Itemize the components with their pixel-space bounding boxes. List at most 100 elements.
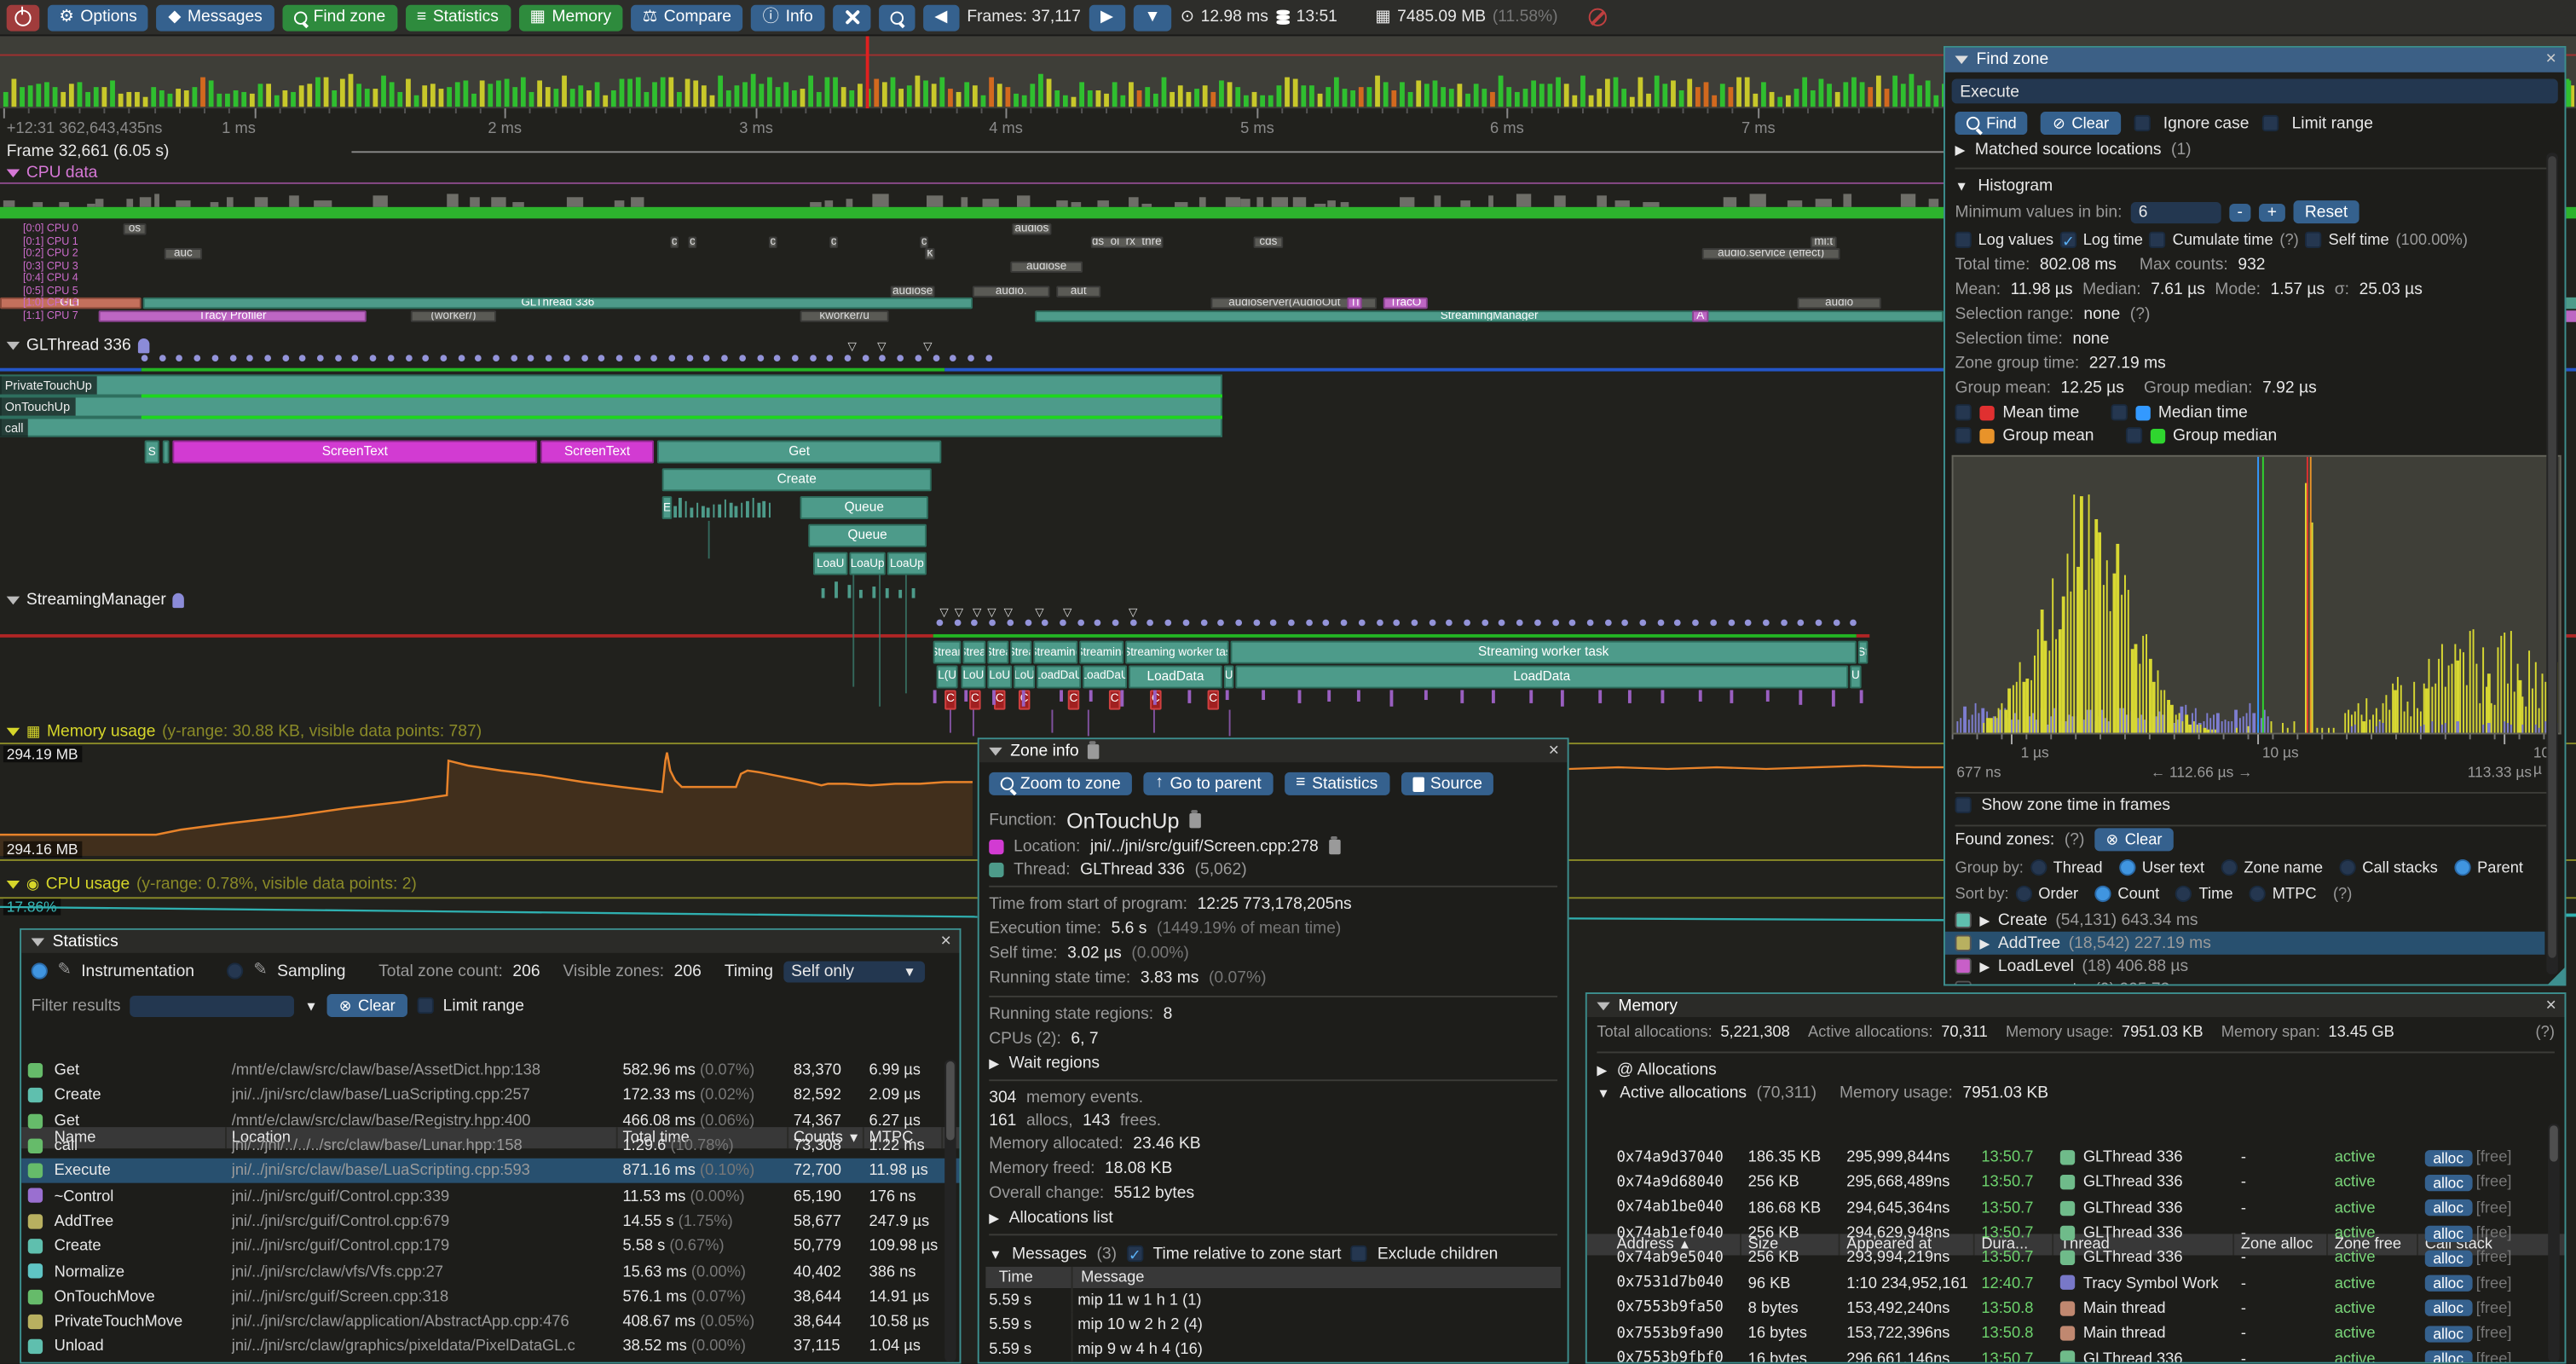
allocation-row[interactable]: 0x74a9d68040 256 KB 295,668,489ns 13:50.… <box>1587 1170 2565 1195</box>
col-message[interactable]: Message <box>1081 1268 1145 1287</box>
allocations-list-row[interactable]: ▶ Allocations list <box>989 1208 1113 1227</box>
time-ruler[interactable]: +12:31 362,643,435ns 1 ms 2 ms 3 ms 4 ms 5 m… <box>0 108 2576 142</box>
timeline-zone[interactable]: Strear <box>962 640 986 664</box>
power-button[interactable] <box>6 3 40 31</box>
timeline-zone[interactable]: Streaming <box>1079 640 1124 664</box>
wait-regions-row[interactable]: ▶ Wait regions <box>989 1054 1100 1072</box>
timeline-zone[interactable]: LoaU <box>813 552 848 575</box>
alloc-button[interactable]: alloc <box>2424 1149 2472 1166</box>
exclude-children-checkbox[interactable] <box>1351 1245 1368 1263</box>
info-button[interactable]: ⓘ Info <box>751 3 825 31</box>
alloc-button[interactable]: alloc <box>2424 1174 2472 1192</box>
free-link[interactable]: [free] <box>2475 1249 2512 1268</box>
crosshair-disabled[interactable] <box>1589 8 1608 26</box>
timeline-zone[interactable]: LoadData <box>1235 664 1849 688</box>
allocation-row[interactable]: 0x7553b9fbf0 16 bytes 296,661,146ns 13:5… <box>1587 1346 2565 1362</box>
memory-button[interactable]: ▦ Memory <box>518 3 623 31</box>
sort-by-radio[interactable] <box>2175 885 2192 903</box>
glthread-header[interactable]: GLThread 336 <box>6 337 149 355</box>
allocation-row[interactable]: 0x74ab1ef040 256 KB 294,629,948ns 13:50.… <box>1587 1221 2565 1246</box>
timeline-zone[interactable]: E <box>661 496 673 520</box>
zoom-to-zone-button[interactable]: Zoom to zone <box>989 772 1133 795</box>
zone-group-row[interactable]: ▶ AddTree (18,542) 227.19 ms <box>1944 931 2545 955</box>
timeline-zone[interactable]: U <box>1223 664 1234 688</box>
timeline-zone[interactable]: ScreenText <box>172 440 538 464</box>
alloc-button[interactable]: alloc <box>2424 1325 2472 1343</box>
timeline-zone[interactable]: Streaming <box>1033 640 1078 664</box>
table-row[interactable]: Get /mnt/e/claw/src/claw/base/Registry.h… <box>21 1108 959 1133</box>
cpu-zone[interactable]: Ti <box>1347 297 1362 309</box>
legend-checkbox[interactable] <box>1955 404 1972 421</box>
timeline-zone[interactable]: Streaming worker task <box>1230 640 1857 664</box>
close-icon[interactable]: × <box>2545 49 2556 69</box>
scrollbar-thumb[interactable] <box>2548 156 2556 958</box>
allocation-row[interactable]: 0x74a9d37040 186.35 KB 295,999,844ns 13:… <box>1587 1145 2565 1170</box>
histogram-section-row[interactable]: ▼ Histogram <box>1955 176 2053 195</box>
zone-info-titlebar[interactable]: Zone info × <box>979 739 1568 763</box>
col-counts[interactable]: Counts ▼ <box>793 1129 861 1147</box>
cpu-zone[interactable]: audiose <box>890 285 935 297</box>
timeline-zone[interactable]: Strea <box>987 640 1009 664</box>
group-by-radio[interactable] <box>2030 858 2047 876</box>
cpu-zone[interactable]: auc <box>164 248 203 260</box>
timeline-zone[interactable]: S <box>144 440 159 464</box>
zone-group-row[interactable]: ▶ Create (54,131) 643.34 ms <box>1945 909 2544 932</box>
cpu-zone[interactable]: audiose <box>1010 260 1083 272</box>
scrollbar-thumb[interactable] <box>946 1061 955 1141</box>
cpu-zone[interactable]: Tracy Profiler <box>98 309 367 321</box>
timing-dropdown[interactable]: Self only ▼ <box>783 960 925 982</box>
next-frame-button[interactable]: ▶ <box>1089 3 1125 31</box>
legend-checkbox[interactable] <box>2110 404 2128 421</box>
cpu-zone[interactable]: GLT <box>0 297 142 309</box>
col-zone-alloc[interactable]: Zone alloc <box>2240 1235 2313 1254</box>
self-time-checkbox[interactable] <box>2305 231 2322 249</box>
timeline-zone[interactable]: C <box>944 689 956 709</box>
prev-frame-button[interactable]: ◀ <box>922 3 959 31</box>
scrollbar-track[interactable] <box>2548 1124 2560 1362</box>
sort-by-radio[interactable] <box>2015 885 2032 903</box>
allocation-row[interactable]: 0x74ab1be040 186.68 KB 294,645,364ns 13:… <box>1587 1195 2565 1220</box>
frame-label[interactable]: Frame 32,661 (6.05 s) <box>6 142 170 161</box>
cpu-data-header[interactable]: CPU data <box>6 165 98 182</box>
help-icon[interactable]: (?) <box>2064 830 2085 849</box>
timeline-zone[interactable]: LoaUp <box>887 552 927 575</box>
col-address[interactable]: Address ▲ <box>1616 1235 1692 1254</box>
memory-usage-graph[interactable] <box>0 748 978 857</box>
zone-ontouchup[interactable] <box>0 396 1222 417</box>
zone-statistics-button[interactable]: ≡ Statistics <box>1284 772 1389 795</box>
relative-time-checkbox[interactable]: ✓ <box>1126 1245 1143 1263</box>
sampling-radio[interactable] <box>227 962 244 980</box>
zone-group-row[interactable]: ▶ LoadLevel (18) 406.88 µs <box>1945 955 2544 978</box>
cpu-zone[interactable]: audio. <box>972 285 1050 297</box>
group-by-radio[interactable] <box>2118 858 2136 876</box>
sort-by-radio[interactable] <box>2249 885 2267 903</box>
zone-group-row[interactable]: ▶ <no parent> (9) 225.73 µs <box>1945 978 2544 985</box>
show-zone-time-checkbox[interactable] <box>1955 796 1972 814</box>
alloc-button[interactable]: alloc <box>2424 1274 2472 1292</box>
cpu-usage-graph[interactable] <box>0 899 978 925</box>
alloc-button[interactable]: alloc <box>2424 1224 2472 1242</box>
col-name[interactable]: Name <box>54 1129 96 1147</box>
timeline-zone[interactable]: C <box>1067 689 1080 709</box>
close-icon[interactable]: × <box>940 931 951 951</box>
copy-icon[interactable] <box>1087 740 1099 759</box>
clear-button[interactable]: ⊗ Clear <box>327 994 407 1017</box>
cpu-zone[interactable]: (worker/) <box>410 309 497 321</box>
table-row[interactable]: PrivateTouchMove jni/../jni/src/claw/app… <box>21 1309 959 1334</box>
free-link[interactable]: [free] <box>2475 1199 2512 1217</box>
limit-range-checkbox[interactable] <box>2261 114 2279 132</box>
message-row[interactable]: 5.59 s mip 9 w 4 h 4 (16) <box>979 1337 1568 1362</box>
alloc-button[interactable]: alloc <box>2424 1350 2472 1362</box>
streamingmanager-header[interactable]: StreamingManager <box>6 592 184 610</box>
find-zone-titlebar[interactable]: Find zone × <box>1944 47 2565 72</box>
cpu-zone[interactable]: TracO <box>1383 297 1428 309</box>
timeline-zone[interactable]: Strean <box>933 640 962 664</box>
cpu-zone[interactable]: audioserver(AudioOut_D) <box>1210 297 1378 309</box>
help-icon[interactable]: (?) <box>2535 1022 2555 1041</box>
cpu-zone[interactable]: k <box>925 248 935 260</box>
timeline-zone[interactable]: C <box>1108 689 1121 709</box>
min-bin-input[interactable]: 6 <box>2130 201 2221 223</box>
timeline-zone[interactable]: Queue <box>808 523 927 547</box>
table-row[interactable]: Unload jni/../jni/src/claw/graphics/pixe… <box>21 1334 959 1359</box>
legend-checkbox[interactable] <box>1955 427 1972 444</box>
